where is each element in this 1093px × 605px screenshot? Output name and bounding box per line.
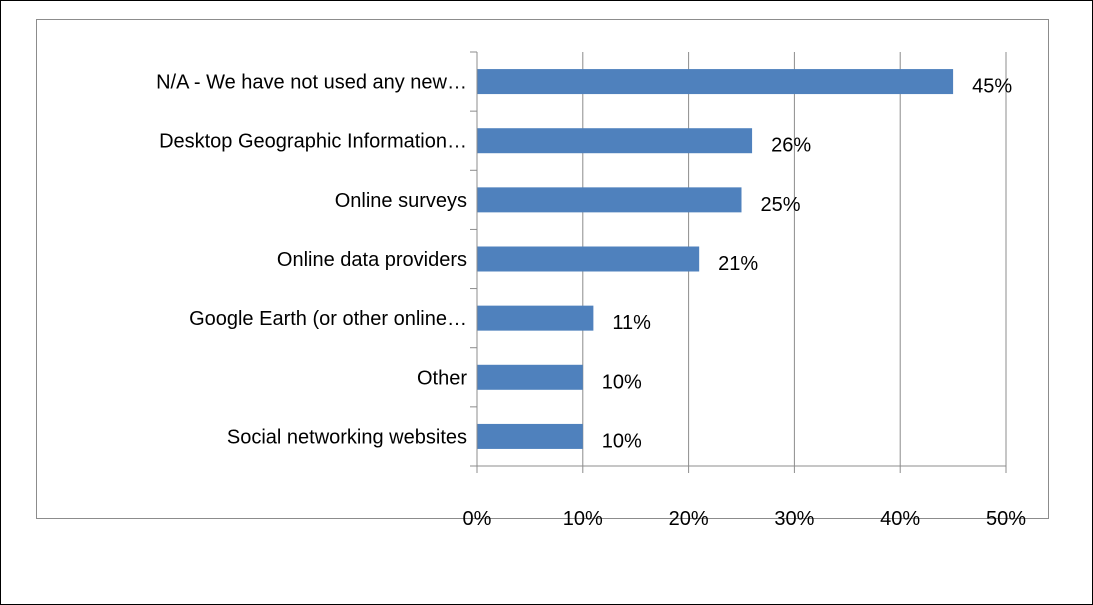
x-tick-label: 40% bbox=[880, 508, 920, 530]
bar-5 bbox=[477, 364, 583, 390]
data-label: 45% bbox=[972, 76, 1012, 98]
category-label: Other bbox=[417, 367, 467, 389]
data-label: 25% bbox=[761, 194, 801, 216]
category-label: Online surveys bbox=[335, 190, 467, 212]
bar-2 bbox=[477, 187, 742, 213]
chart-area bbox=[36, 19, 1049, 519]
bar-1 bbox=[477, 128, 753, 154]
category-label: N/A - We have not used any new… bbox=[156, 72, 467, 94]
bars bbox=[477, 69, 954, 449]
axes bbox=[470, 51, 1007, 473]
category-label: Desktop Geographic Information… bbox=[159, 131, 467, 153]
data-label: 10% bbox=[602, 430, 642, 452]
data-label: 26% bbox=[771, 135, 811, 157]
category-label: Social networking websites bbox=[227, 426, 467, 448]
bar-4 bbox=[477, 305, 594, 331]
category-label: Online data providers bbox=[277, 249, 467, 271]
category-label: Google Earth (or other online… bbox=[189, 308, 467, 330]
bar-0 bbox=[477, 69, 954, 95]
bar-3 bbox=[477, 246, 700, 272]
x-tick-label: 10% bbox=[563, 508, 603, 530]
bar-6 bbox=[477, 423, 583, 449]
data-label: 10% bbox=[602, 371, 642, 393]
x-tick-label: 50% bbox=[986, 508, 1026, 530]
x-tick-label: 20% bbox=[669, 508, 709, 530]
data-label: 11% bbox=[612, 312, 651, 334]
data-label: 21% bbox=[718, 253, 758, 275]
x-tick-label: 0% bbox=[463, 508, 492, 530]
x-tick-label: 30% bbox=[774, 508, 814, 530]
labels: 0% 10% 20% 30% 40% 50% N/A - We have not used … bbox=[156, 72, 1026, 530]
